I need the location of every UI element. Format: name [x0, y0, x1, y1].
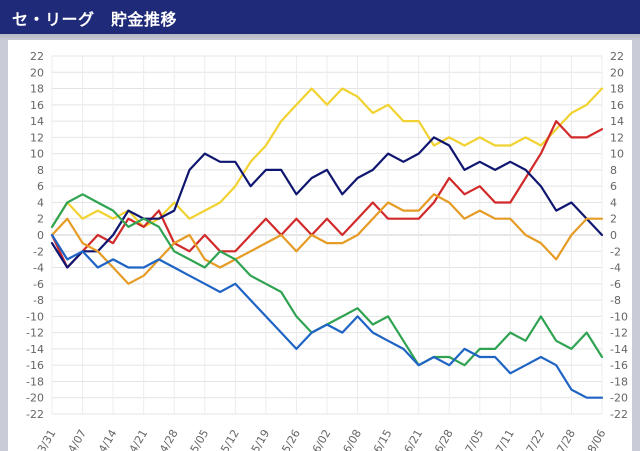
x-tick-label: 05/26	[276, 427, 303, 451]
y-tick-label-left: -18	[26, 375, 44, 388]
y-tick-label-right: -12	[610, 327, 628, 340]
y-tick-label-right: -4	[610, 262, 621, 275]
y-tick-label-right: -16	[610, 359, 628, 372]
header-bar: セ・リーグ 貯金推移	[0, 0, 640, 34]
y-tick-label-right: 22	[610, 50, 624, 63]
y-tick-label-left: 2	[37, 213, 44, 226]
chart-card: -22 -20 -18 -16 -14 -12 -10 -8 -6 -4 -2 0 2 4 6 8 10 12 14…	[8, 40, 632, 451]
x-tick-label: 05/19	[245, 427, 272, 451]
x-tick-label: 07/11	[490, 427, 517, 451]
x-tick-label: 04/07	[62, 427, 89, 451]
y-axis-left: -22-20-18-16-14-12-10-8-6-4-202468101214…	[26, 50, 44, 421]
y-tick-label-left: -8	[33, 294, 44, 307]
y-tick-label-left: -22	[26, 408, 44, 421]
y-tick-label-right: -18	[610, 375, 628, 388]
y-tick-label-right: -22	[610, 408, 628, 421]
y-tick-label-left: -14	[26, 343, 44, 356]
y-tick-label-right: -6	[610, 278, 621, 291]
chart-svg: -22-20-18-16-14-12-10-8-6-4-202468101214…	[26, 50, 628, 451]
x-tick-label: 05/05	[184, 427, 211, 451]
series-lines	[50, 87, 604, 399]
series-line-2	[50, 119, 604, 269]
y-tick-label-left: -20	[26, 392, 44, 405]
y-tick-label-left: 14	[30, 115, 44, 128]
y-tick-label-right: 20	[610, 66, 624, 79]
x-tick-label: 03/31	[31, 427, 58, 451]
y-tick-label-right: 16	[610, 99, 624, 112]
y-tick-label-left: 0	[37, 229, 44, 242]
y-tick-label-left: 22	[30, 50, 44, 63]
x-tick-label: 06/08	[337, 427, 364, 451]
x-tick-label: 06/02	[306, 427, 333, 451]
y-tick-label-right: 14	[610, 115, 624, 128]
y-tick-label-left: -4	[33, 262, 44, 275]
y-tick-label-left: -10	[26, 310, 44, 323]
series-line-6	[50, 233, 604, 399]
x-tick-label: 06/28	[429, 427, 456, 451]
y-tick-label-left: 6	[37, 180, 44, 193]
y-tick-label-right: 0	[610, 229, 617, 242]
header-shadow	[0, 34, 640, 40]
y-tick-label-left: 20	[30, 66, 44, 79]
x-tick-label: 04/21	[123, 427, 150, 451]
y-tick-label-left: 18	[30, 83, 44, 96]
y-tick-label-right: -20	[610, 392, 628, 405]
series-line-4	[50, 193, 604, 285]
y-tick-label-right: 8	[610, 164, 617, 177]
y-tick-label-right: -14	[610, 343, 628, 356]
y-tick-label-left: 8	[37, 164, 44, 177]
y-axis-right: -22-20-18-16-14-12-10-8-6-4-202468101214…	[610, 50, 628, 421]
x-tick-label: 04/28	[154, 427, 181, 451]
y-tick-label-right: 10	[610, 148, 624, 161]
y-tick-label-left: 10	[30, 148, 44, 161]
y-tick-label-left: -2	[33, 245, 44, 258]
y-tick-label-left: -12	[26, 327, 44, 340]
x-tick-label: 07/22	[520, 427, 547, 451]
y-tick-label-right: 2	[610, 213, 617, 226]
y-tick-label-right: -2	[610, 245, 621, 258]
y-tick-label-right: 12	[610, 131, 624, 144]
chart-page-title: セ・リーグ 貯金推移	[12, 10, 178, 29]
y-tick-label-left: -6	[33, 278, 44, 291]
x-tick-label: 05/12	[215, 427, 242, 451]
grid-lines	[51, 55, 603, 415]
y-tick-label-left: 16	[30, 99, 44, 112]
y-tick-label-right: -8	[610, 294, 621, 307]
x-tick-label: 07/28	[551, 427, 578, 451]
y-tick-label-left: 12	[30, 131, 44, 144]
x-tick-label: 04/14	[93, 427, 120, 451]
x-tick-label: 08/06	[581, 427, 608, 451]
y-tick-label-right: 18	[610, 83, 624, 96]
y-tick-label-left: -16	[26, 359, 44, 372]
y-tick-label-right: 4	[610, 196, 617, 209]
y-tick-label-left: 4	[37, 196, 44, 209]
y-tick-label-right: -10	[610, 310, 628, 323]
x-axis: 03/31 04/07 04/14 04/21 04/28 05/05 05/12 05/19…	[31, 427, 608, 451]
x-tick-label: 07/05	[459, 427, 486, 451]
x-tick-label: 06/15	[368, 427, 395, 451]
y-tick-label-right: 6	[610, 180, 617, 193]
x-tick-label: 06/21	[398, 427, 425, 451]
